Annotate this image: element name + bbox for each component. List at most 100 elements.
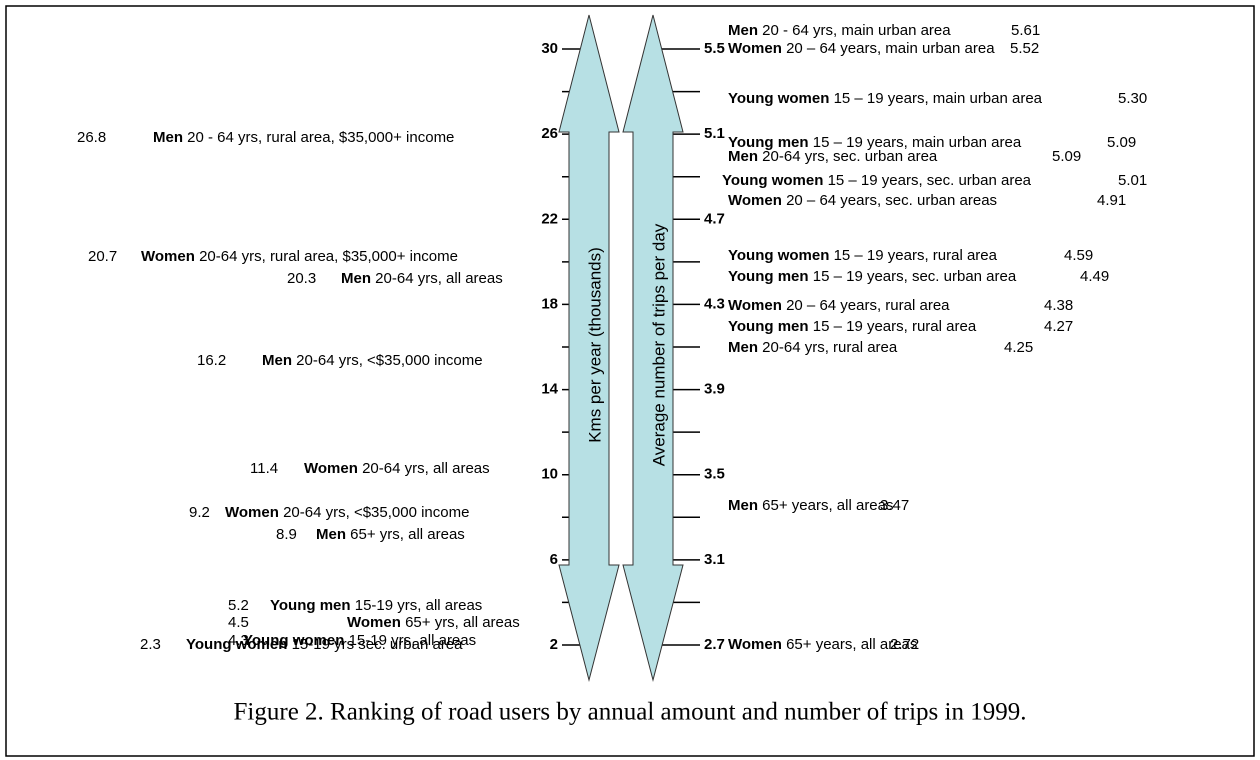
item-value: 5.61 xyxy=(1011,22,1040,39)
caption: Figure 2. Ranking of road users by annua… xyxy=(234,699,1027,726)
item-value: 4.49 xyxy=(1080,268,1109,285)
item-group: Men xyxy=(153,129,183,146)
item-label: Men 20-64 yrs, <$35,000 income xyxy=(262,352,483,369)
item-value: 26.8 xyxy=(77,129,106,146)
item-group: Young men xyxy=(270,597,351,614)
item-text: 20-64 yrs, <$35,000 income xyxy=(296,352,482,369)
item-text: 15 – 19 years, sec. urban area xyxy=(828,172,1032,189)
item-value: 3.47 xyxy=(880,497,909,514)
item-group: Women xyxy=(141,248,195,265)
item-text: 20 - 64 yrs, main urban area xyxy=(762,22,951,39)
item-group: Women xyxy=(728,192,782,209)
item-value: 20.7 xyxy=(88,248,117,265)
item-value: 5.09 xyxy=(1052,148,1081,165)
right-tick-label: 4.3 xyxy=(704,295,725,312)
left-tick-label: 6 xyxy=(550,551,558,568)
right-arrow xyxy=(622,14,684,682)
item-group: Men xyxy=(341,270,371,287)
item-text: 15 – 19 years, sec. urban area xyxy=(813,268,1017,285)
item-text: 65+ yrs, all areas xyxy=(405,614,520,631)
item-label: Men 20 - 64 yrs, rural area, $35,000+ in… xyxy=(153,129,454,146)
item-label: Young men 15 – 19 years, sec. urban area xyxy=(728,268,1017,285)
left-tick-label: 22 xyxy=(541,210,558,227)
item-value: 4.38 xyxy=(1044,297,1073,314)
item-group: Women xyxy=(728,297,782,314)
item-value: 5.30 xyxy=(1118,90,1147,107)
item-group: Young women xyxy=(722,172,823,189)
right-tick-label: 2.7 xyxy=(704,636,725,653)
right-tick-label: 3.5 xyxy=(704,466,725,483)
left-tick-label: 10 xyxy=(541,466,558,483)
item-label: Young women 15 – 19 years, main urban ar… xyxy=(728,90,1043,107)
item-group: Women xyxy=(225,504,279,521)
item-value: 5.01 xyxy=(1118,172,1147,189)
item-text: 20 – 64 years, sec. urban areas xyxy=(786,192,997,209)
item-group: Women xyxy=(304,460,358,477)
item-text: 20-64 yrs, <$35,000 income xyxy=(283,504,469,521)
item-label: Women 65+ yrs, all areas xyxy=(347,614,520,631)
item-label: Young men 15-19 yrs, all areas xyxy=(270,597,482,614)
item-text: 20-64 yrs, rural area xyxy=(762,339,898,356)
item-label: Young men 15 – 19 years, rural area xyxy=(728,318,977,335)
item-label: Men 20-64 yrs, sec. urban area xyxy=(728,148,938,165)
item-group: Men xyxy=(262,352,292,369)
item-text: 15-19 yrs, all areas xyxy=(349,632,477,649)
item-group: Men xyxy=(728,339,758,356)
left-axis-title: Kms per year (thousands) xyxy=(585,247,604,443)
item-value: 4.3 xyxy=(228,632,249,649)
item-text: 20-64 yrs, rural area, $35,000+ income xyxy=(199,248,458,265)
left-tick-label: 30 xyxy=(541,40,558,57)
item-group: Young women xyxy=(728,90,829,107)
item-value: 16.2 xyxy=(197,352,226,369)
item-value: 2.3 xyxy=(140,636,161,653)
item-text: 65+ years, all areas xyxy=(762,497,893,514)
item-label: Women 20-64 yrs, all areas xyxy=(304,460,490,477)
right-axis-title: Average number of trips per day xyxy=(649,223,668,466)
item-label: Women 20 – 64 years, main urban area xyxy=(728,40,995,57)
item-label: Men 20-64 yrs, all areas xyxy=(341,270,503,287)
item-value: 4.25 xyxy=(1004,339,1033,356)
item-group: Men xyxy=(728,497,758,514)
item-text: 20-64 yrs, all areas xyxy=(362,460,490,477)
item-text: 20 – 64 years, rural area xyxy=(786,297,950,314)
item-label: Women 20-64 yrs, <$35,000 income xyxy=(225,504,469,521)
item-value: 8.9 xyxy=(276,526,297,543)
item-label: Young women 15-19 yrs sec. urban area xyxy=(186,636,463,653)
item-value: 9.2 xyxy=(189,504,210,521)
left-tick-label: 14 xyxy=(541,381,558,398)
item-group: Men xyxy=(728,22,758,39)
item-label: Men 20 - 64 yrs, main urban area xyxy=(728,22,951,39)
item-label: Women 20-64 yrs, rural area, $35,000+ in… xyxy=(141,248,458,265)
item-label: Young women 15 – 19 years, sec. urban ar… xyxy=(722,172,1032,189)
item-text: 15 – 19 years, main urban area xyxy=(834,90,1043,107)
right-tick-label: 4.7 xyxy=(704,210,725,227)
left-arrow xyxy=(558,14,620,682)
item-value: 5.2 xyxy=(228,597,249,614)
item-text: 20 - 64 yrs, rural area, $35,000+ income xyxy=(187,129,454,146)
item-group: Young women xyxy=(728,247,829,264)
item-group: Women xyxy=(728,40,782,57)
item-text: 20-64 yrs, sec. urban area xyxy=(762,148,938,165)
item-text: 65+ years, all areas xyxy=(786,636,917,653)
item-label: Women 20 – 64 years, sec. urban areas xyxy=(728,192,997,209)
item-label: Men 20-64 yrs, rural area xyxy=(728,339,898,356)
item-group: Young women xyxy=(186,636,287,653)
item-text: 15-19 yrs sec. urban area xyxy=(292,636,464,653)
border xyxy=(5,5,1255,757)
item-label: Young women 15 – 19 years, rural area xyxy=(728,247,998,264)
item-label: Young women 15-19 yrs, all areas xyxy=(243,632,476,649)
item-value: 20.3 xyxy=(287,270,316,287)
item-group: Women xyxy=(347,614,401,631)
item-value: 5.09 xyxy=(1107,134,1136,151)
item-label: Young men 15 – 19 years, main urban area xyxy=(728,134,1022,151)
item-label: Women 65+ years, all areas xyxy=(728,636,917,653)
item-value: 4.59 xyxy=(1064,247,1093,264)
item-value: 11.4 xyxy=(250,460,278,477)
item-value: 4.91 xyxy=(1097,192,1126,209)
right-tick-label: 5.1 xyxy=(704,125,725,142)
right-tick-label: 3.1 xyxy=(704,551,725,568)
item-value: 4.5 xyxy=(228,614,249,631)
left-tick-label: 26 xyxy=(541,125,558,142)
item-group: Young men xyxy=(728,268,809,285)
left-tick-label: 2 xyxy=(550,636,558,653)
